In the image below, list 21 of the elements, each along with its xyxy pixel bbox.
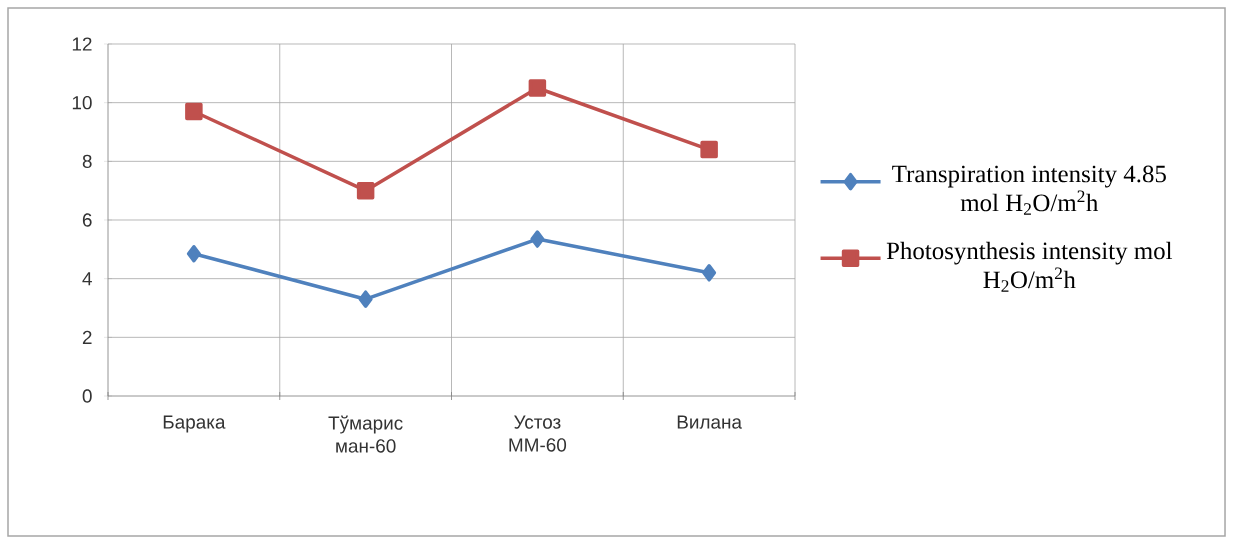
point [702,264,717,282]
y-tick-label: 10 [72,95,92,110]
legend-label: Transpiration intensity 4.85 mol H$_{2}$O/m$^{2}$h [892,165,1166,215]
point [700,140,718,159]
legend-label: Photosynthesis intensity mol H$_{2}$O/m$^{2}$h [886,241,1173,292]
point [358,290,373,308]
y-tick-label: 4 [82,272,92,286]
x-tick-label: Вилана [677,415,742,429]
y-tick-label: 0 [82,389,92,403]
point [186,244,201,263]
point [530,230,545,248]
y-tick-label: 12 [72,37,92,51]
x-tick-label: Барака [163,415,226,433]
point [528,79,547,97]
y-tick-label: 2 [82,330,92,344]
x-tick-label: Устоз ММ-60 [509,415,567,452]
x-tick-label: Тўмарис ман-60 [328,415,403,453]
y-tick-label: 6 [82,213,92,227]
y-tick-label: 8 [82,154,92,169]
point [356,181,375,200]
point [185,102,203,121]
